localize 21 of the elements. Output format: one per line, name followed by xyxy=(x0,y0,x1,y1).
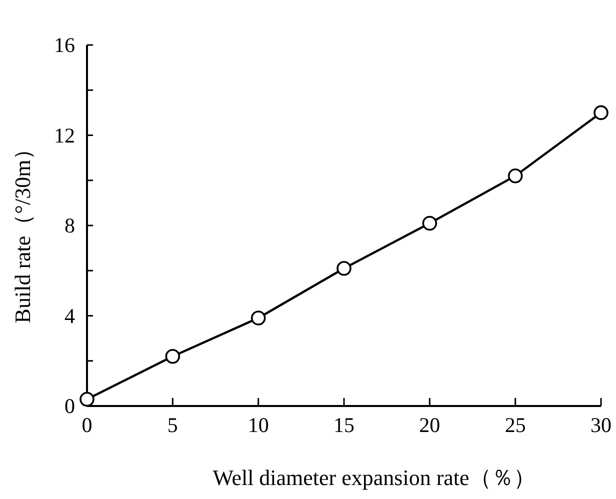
point xyxy=(250,310,266,326)
x-tick-label: 10 xyxy=(248,413,269,437)
y-tick-label: 8 xyxy=(64,214,75,238)
point xyxy=(508,168,523,184)
point xyxy=(165,348,180,364)
x-tick-label: 5 xyxy=(167,413,178,437)
point xyxy=(422,216,438,231)
y-tick-label: 16 xyxy=(54,33,75,57)
x-tick-label: 15 xyxy=(334,413,354,437)
y-axis-title: Build rate（°/30m） xyxy=(10,138,35,324)
x-tick-label: 0 xyxy=(82,413,92,437)
point xyxy=(594,105,608,120)
x-tick-label: 30 xyxy=(590,413,612,437)
y-tick-label: 0 xyxy=(64,394,75,418)
y-tick-label: 4 xyxy=(64,304,76,328)
x-tick-label: 25 xyxy=(504,413,526,437)
point xyxy=(336,260,352,276)
y-tick-label: 12 xyxy=(54,123,75,148)
x-axis-title: Well diameter expansion rate（％） xyxy=(212,465,536,490)
point xyxy=(80,392,94,407)
x-tick-label: 20 xyxy=(419,413,440,437)
